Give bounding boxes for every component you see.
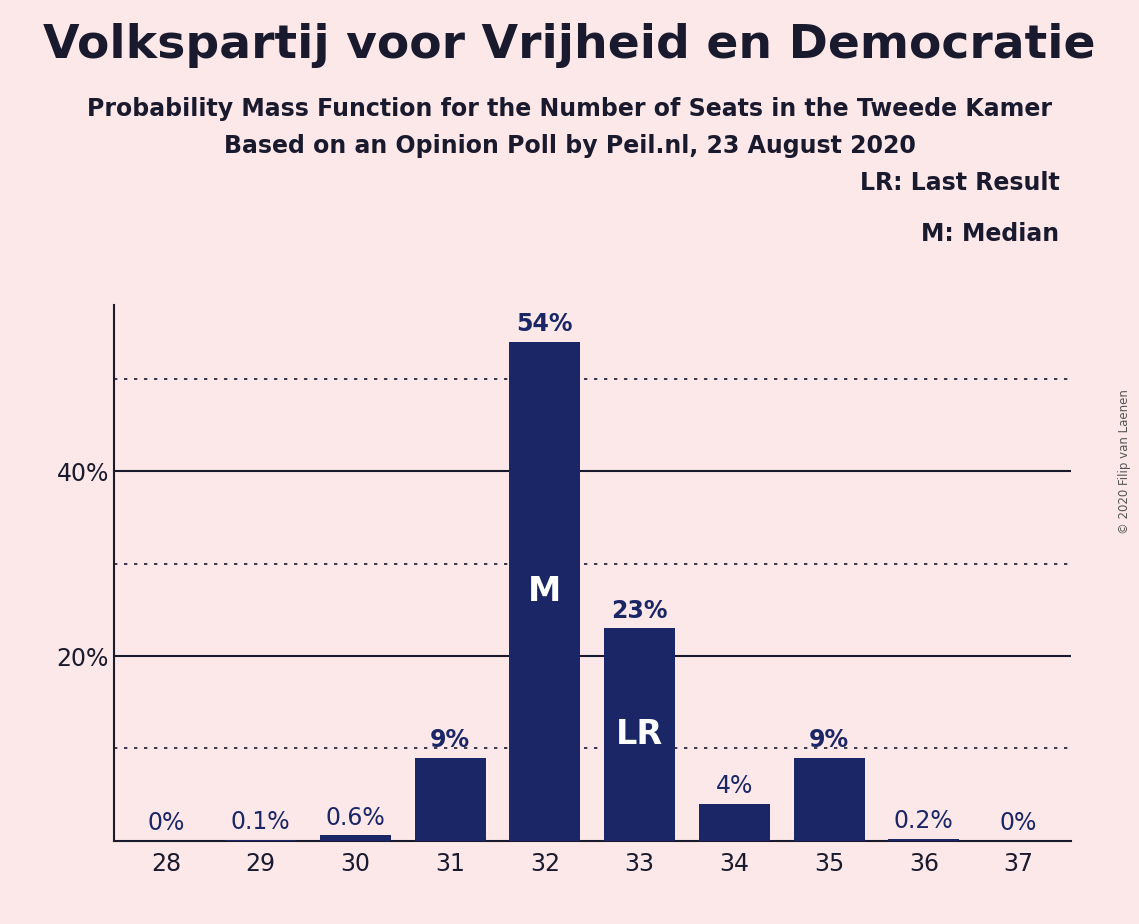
Text: LR: Last Result: LR: Last Result — [860, 171, 1059, 195]
Bar — [794, 758, 865, 841]
Text: 23%: 23% — [612, 599, 667, 623]
Text: Probability Mass Function for the Number of Seats in the Tweede Kamer: Probability Mass Function for the Number… — [87, 97, 1052, 121]
Text: LR: LR — [616, 718, 663, 751]
Text: Based on an Opinion Poll by Peil.nl, 23 August 2020: Based on an Opinion Poll by Peil.nl, 23 … — [223, 134, 916, 158]
Bar — [226, 840, 296, 841]
Text: Volkspartij voor Vrijheid en Democratie: Volkspartij voor Vrijheid en Democratie — [43, 23, 1096, 68]
Text: 0.1%: 0.1% — [231, 810, 290, 834]
Text: 4%: 4% — [715, 774, 753, 798]
Text: 0%: 0% — [1000, 811, 1038, 835]
Bar — [320, 835, 391, 841]
Bar — [699, 804, 770, 841]
Text: M: Median: M: Median — [921, 222, 1059, 246]
Text: 0.2%: 0.2% — [894, 809, 953, 833]
Bar — [415, 758, 485, 841]
Text: 9%: 9% — [809, 728, 850, 752]
Text: 0.6%: 0.6% — [326, 806, 385, 830]
Bar — [888, 839, 959, 841]
Text: 9%: 9% — [431, 728, 470, 752]
Text: M: M — [528, 575, 562, 608]
Bar — [509, 342, 581, 841]
Bar — [604, 628, 675, 841]
Text: © 2020 Filip van Laenen: © 2020 Filip van Laenen — [1118, 390, 1131, 534]
Text: 54%: 54% — [517, 312, 573, 336]
Text: 0%: 0% — [147, 811, 185, 835]
